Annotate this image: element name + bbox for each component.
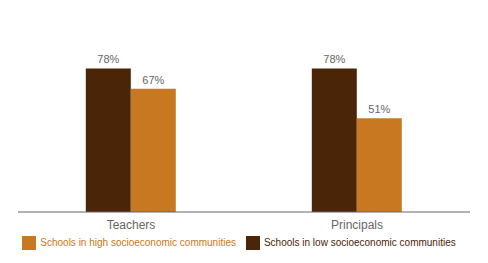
svg-text:67%: 67% <box>142 74 164 86</box>
svg-text:51%: 51% <box>368 103 390 115</box>
svg-text:Teachers: Teachers <box>107 218 156 232</box>
html-text:Schools in low socioeconomic c: Schools in low socioeconomic communities <box>264 236 456 248</box>
svg-text:78%: 78% <box>97 53 119 65</box>
svg-text:78%: 78% <box>323 53 345 65</box>
svg-text:Principals: Principals <box>331 218 383 232</box>
html-text:Schools in high socioeconomic: Schools in high socioeconomic communitie… <box>40 236 236 248</box>
